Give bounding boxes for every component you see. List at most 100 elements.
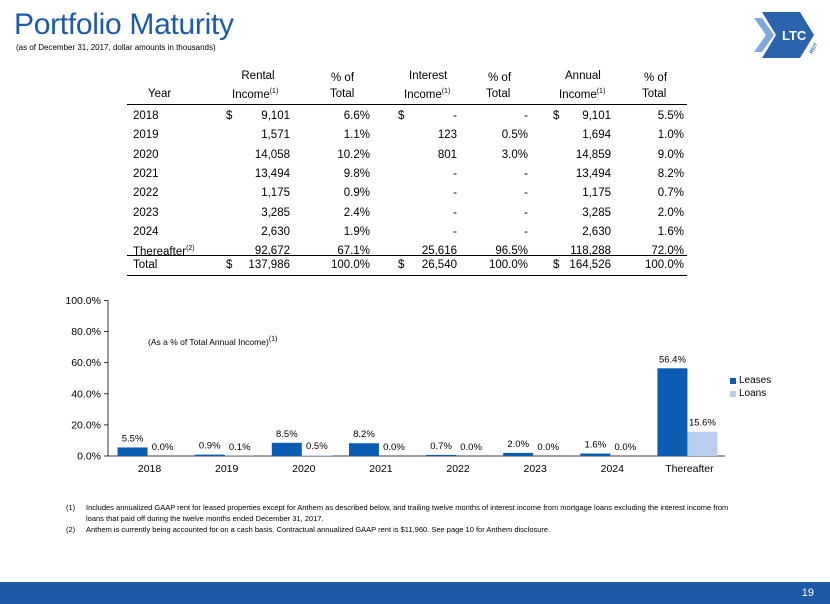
cell-year-text: 2019 — [133, 129, 159, 142]
bar-leases — [271, 442, 302, 456]
data-label-leases: 2.0% — [507, 439, 529, 450]
cell-annual: 13,494 — [556, 168, 611, 180]
col-header-pct3: % of — [644, 72, 668, 84]
bar-leases — [426, 454, 457, 456]
footnotes: (1) Includes annualized GAAP rent for le… — [66, 502, 746, 535]
cell-annual-text: 164,526 — [569, 259, 611, 271]
cell-interest: - — [400, 187, 457, 199]
cell-rd-text: $ — [226, 110, 233, 122]
cell-rental-text: 3,285 — [261, 206, 290, 219]
cell-rp: 1.1% — [318, 129, 370, 141]
footer-bar: 19 — [0, 582, 830, 604]
cell-rp-text: 1.1% — [343, 129, 370, 142]
cell-annual: 1,694 — [556, 129, 611, 141]
cell-annual-text: 2,630 — [582, 225, 611, 238]
logo-shape-light — [754, 18, 774, 52]
y-tick-label: 100.0% — [65, 295, 101, 307]
cell-year-text: 2018 — [133, 110, 159, 122]
footnote-2-number: (2) — [66, 525, 76, 534]
cell-rental: 13,494 — [232, 168, 290, 180]
cell-ap: 5.5% — [630, 110, 684, 122]
cell-annual: 2,630 — [556, 226, 611, 238]
cell-rp-text: 9.8% — [343, 167, 370, 180]
cell-rp: 67.1% — [318, 245, 370, 257]
cell-interest-text: 123 — [437, 129, 457, 142]
cell-rental: 3,285 — [232, 207, 290, 219]
cell-annual-text: 14,859 — [575, 148, 611, 161]
data-label-leases: 8.5% — [276, 429, 298, 440]
cell-ap: 2.0% — [630, 207, 684, 219]
cell-interest-text: - — [453, 110, 457, 122]
cell-rp-text: 67.1% — [337, 245, 370, 258]
cell-ap: 1.6% — [630, 226, 684, 238]
cell-interest-text: - — [453, 187, 457, 200]
cell-ip: - — [475, 226, 528, 238]
cell-ip-text: 100.0% — [488, 259, 528, 271]
cell-ap: 0.7% — [630, 187, 684, 199]
cell-interest: - — [400, 226, 457, 238]
bar-loans — [301, 455, 332, 456]
data-label-loans: 0.0% — [614, 442, 636, 453]
cell-year: 2018 — [133, 110, 223, 122]
cell-rp-text: 2.4% — [343, 206, 370, 219]
cell-rp-text: 6.6% — [343, 110, 370, 122]
cell-ip-text: - — [524, 206, 528, 219]
cell-ap: 8.2% — [630, 168, 684, 180]
data-label-leases: 1.6% — [584, 440, 606, 451]
data-label-loans: 0.5% — [306, 441, 328, 452]
cell-rental: 1,175 — [232, 187, 290, 199]
bar-leases — [503, 452, 534, 456]
data-label-loans: 0.1% — [229, 442, 251, 453]
cell-ap-text: 100.0% — [644, 259, 684, 271]
cell-rental: 14,058 — [232, 149, 290, 161]
legend-swatch-leases — [730, 377, 736, 384]
cell-ap-text: 2.0% — [657, 206, 684, 219]
cell-annual: 118,288 — [556, 245, 611, 257]
data-label-leases: 56.4% — [659, 354, 686, 365]
cell-ap-text: 0.7% — [657, 187, 684, 200]
cell-annual: 164,526 — [556, 259, 611, 271]
data-label-leases: 0.9% — [199, 441, 221, 452]
cell-interest: - — [400, 207, 457, 219]
cell-ip-text: - — [524, 225, 528, 238]
cell-rental-text: 9,101 — [261, 110, 290, 122]
data-label-leases: 5.5% — [122, 433, 144, 444]
total-rule — [127, 255, 687, 256]
cell-ap-text: 9.0% — [657, 148, 684, 161]
cell-interest-text: - — [453, 167, 457, 180]
cell-ap: 72.0% — [630, 245, 684, 257]
cell-rd: $ — [226, 110, 238, 122]
col-header-annual-income-text: Income — [559, 88, 597, 101]
cell-year-text: 2023 — [133, 206, 159, 219]
data-label-leases: 0.7% — [430, 441, 452, 452]
chart-annotation-note: (1) — [268, 336, 278, 343]
cell-annual-text: 118,288 — [570, 245, 611, 258]
legend-label-loans: Loans — [739, 388, 767, 399]
x-tick-label: 2018 — [138, 463, 162, 475]
col-header-pct3-total: Total — [642, 88, 667, 100]
footnote-1-text: Includes annualized GAAP rent for leased… — [86, 503, 729, 523]
col-header-pct1-total: Total — [330, 88, 355, 100]
cell-ap-text: 1.0% — [657, 129, 684, 142]
col-header-annual-income: Income(1) — [559, 88, 605, 101]
col-header-pct2-total: Total — [486, 88, 511, 100]
cell-ad-text: $ — [553, 110, 560, 122]
cell-rental-text: 92,672 — [254, 245, 290, 258]
col-header-interest-income: Income(1) — [404, 88, 450, 101]
cell-ap: 100.0% — [630, 259, 684, 271]
cell-annual: 9,101 — [556, 110, 611, 122]
cell-id-text: $ — [398, 259, 405, 271]
cell-ip: - — [475, 168, 528, 180]
cell-rp: 2.4% — [318, 207, 370, 219]
cell-ad: $ — [553, 110, 565, 122]
cell-ip-text: 96.5% — [495, 245, 528, 258]
col-header-interest-note: (1) — [441, 88, 451, 95]
logo-shape-dark — [762, 12, 814, 58]
cell-id-text: $ — [398, 110, 405, 122]
cell-interest: 26,540 — [400, 259, 457, 271]
cell-year: 2022 — [133, 187, 223, 199]
cell-interest: 123 — [400, 129, 457, 141]
cell-year-text: 2021 — [133, 167, 159, 180]
legend-label-leases: Leases — [739, 375, 772, 386]
maturity-bar-chart: 0.0% 20.0% 40.0% 60.0% 80.0% 100.0% 2018 5.5% 0.… — [65, 295, 725, 475]
